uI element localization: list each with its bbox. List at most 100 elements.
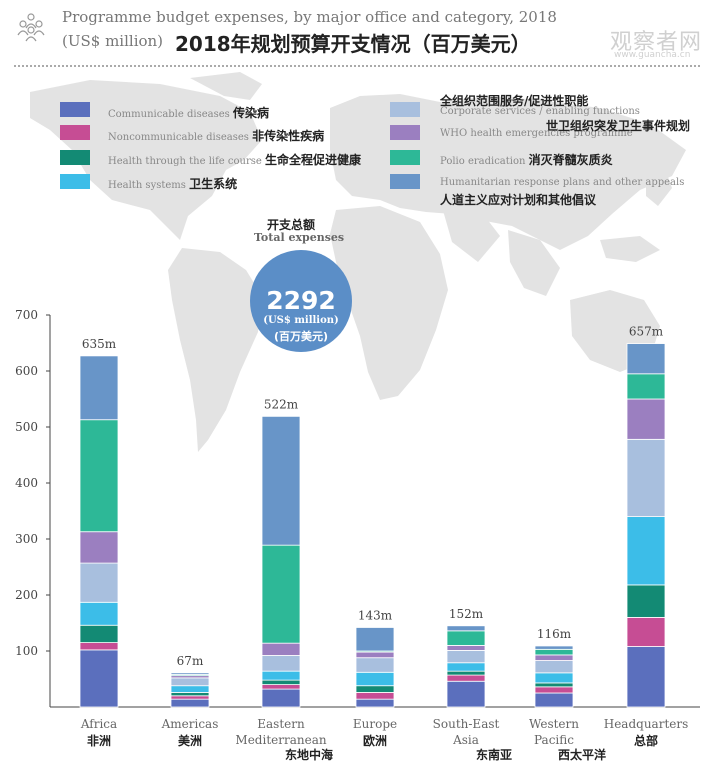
bar-total-label: 657m [629, 325, 664, 339]
category-label-zh: 东南亚 [475, 748, 512, 762]
bar-segment [79, 355, 119, 421]
watermark-logo: 观察者网 [610, 30, 703, 55]
bar-segment [79, 562, 119, 603]
bar-segment [626, 584, 666, 618]
category-label: Americas [161, 717, 219, 731]
category-label: South-East [432, 717, 500, 731]
bar-segment [626, 438, 666, 518]
bar-segment [79, 624, 119, 643]
bar-segment [355, 651, 395, 659]
bar-segment [79, 642, 119, 651]
bar-segment [79, 419, 119, 533]
category-label-zh: 欧洲 [362, 734, 387, 748]
legend-label-emergencies-zh: 世卫组织突发卫生事件规划 [546, 119, 691, 133]
bar-segment [534, 672, 574, 684]
legend-swatch-communicable [60, 102, 90, 117]
bar-segment [261, 544, 301, 644]
bar-segment [355, 692, 395, 700]
legend-label-corporate-zh: 全组织范围服务/促进性职能 [440, 94, 589, 108]
legend-swatch-life-course [60, 150, 90, 165]
people-group-icon [17, 13, 45, 42]
bar-segment [446, 680, 486, 708]
bar-segment [79, 601, 119, 626]
bar-total-label: 67m [177, 654, 204, 668]
y-tick-label: 200 [15, 588, 38, 602]
bar-segment [355, 657, 395, 673]
bar-segment [446, 662, 486, 672]
legend-swatch-noncommunicable [60, 125, 90, 140]
legend-label-health-systems: Health systems 卫生系统 [108, 177, 238, 191]
bar-segment [355, 671, 395, 687]
bar-segment [261, 684, 301, 690]
bar-segment [170, 672, 210, 675]
legend-label-life-course: Health through the life course 生命全程促进健康 [108, 153, 362, 167]
legend-swatch-emergencies [390, 125, 420, 140]
legend-label-emergencies: WHO health emergencies programme [440, 128, 633, 139]
bar-segment [261, 679, 301, 685]
total-label: Total expenses [254, 231, 345, 244]
bar-segment [261, 655, 301, 672]
y-tick-label: 300 [15, 532, 38, 546]
bar-segment [626, 617, 666, 647]
bar-segment [79, 531, 119, 564]
legend-swatch-polio [390, 150, 420, 165]
y-tick-label: 500 [15, 420, 38, 434]
category-label: Headquarters [603, 717, 689, 731]
bar-segment [626, 516, 666, 586]
y-tick-label: 400 [15, 476, 38, 490]
category-label: Mediterranean [235, 733, 327, 747]
bar-segment [170, 685, 210, 693]
category-label-zh: 东地中海 [284, 748, 333, 762]
category-label-zh: 总部 [633, 734, 658, 748]
total-expenses-bubble: 2292 (US$ million) (百万美元) [250, 250, 352, 352]
y-tick-label: 100 [15, 644, 38, 658]
category-label: Western [528, 717, 579, 731]
bar-segment [534, 654, 574, 661]
category-label-zh: 非洲 [86, 734, 111, 748]
chart-unit: (US$ million) [62, 32, 164, 50]
total-label-zh: 开支总额 [267, 218, 316, 232]
bar-segment [534, 660, 574, 674]
bar-segment [261, 642, 301, 656]
legend-label-humanitarian-zh: 人道主义应对计划和其他倡议 [440, 193, 597, 207]
bar-segment [534, 645, 574, 650]
category-label-zh: 西太平洋 [557, 748, 606, 762]
bar-segment [79, 649, 119, 708]
legend-label-communicable: Communicable diseases 传染病 [108, 106, 269, 120]
chart-title-zh: 2018年规划预算开支情况（百万美元） [175, 32, 531, 56]
bar-segment [626, 343, 666, 375]
legend-label-corporate: Corporate services / enabling functions [440, 106, 640, 117]
bar-total-label: 152m [449, 607, 484, 621]
category-label-zh: 美洲 [177, 734, 202, 748]
y-tick-label: 700 [15, 308, 38, 322]
legend-swatch-health-systems [60, 174, 90, 189]
legend-label-humanitarian: Humanitarian response plans and other ap… [440, 177, 685, 188]
legend-swatch-humanitarian [390, 174, 420, 189]
bar-segment [261, 688, 301, 708]
bar-segment [446, 645, 486, 651]
bar-segment [446, 650, 486, 664]
header-divider [14, 65, 700, 67]
chart-title: Programme budget expenses, by major offi… [62, 8, 557, 26]
bar-total-label: 635m [82, 337, 117, 351]
total-unit: (US$ million) [263, 315, 339, 326]
bar-segment [534, 682, 574, 688]
total-value: 2292 [266, 286, 336, 315]
bar-segment [355, 627, 395, 652]
bar-segment [170, 698, 210, 708]
bar-segment [170, 677, 210, 687]
bar-segment [534, 648, 574, 656]
legend-label-noncommunicable: Noncommunicable diseases 非传染性疾病 [108, 129, 325, 143]
watermark-url: www.guancha.cn [614, 50, 691, 60]
bar-segment [446, 670, 486, 676]
bar-total-label: 522m [264, 397, 299, 411]
bar-segment [355, 685, 395, 693]
legend-swatch-corporate [390, 102, 420, 117]
bar-segment [626, 398, 666, 440]
bar-total-label: 143m [358, 608, 393, 622]
bar-segment [446, 674, 486, 682]
category-label: Europe [352, 717, 398, 731]
y-tick-label: 600 [15, 364, 38, 378]
bar-segment [261, 670, 301, 681]
